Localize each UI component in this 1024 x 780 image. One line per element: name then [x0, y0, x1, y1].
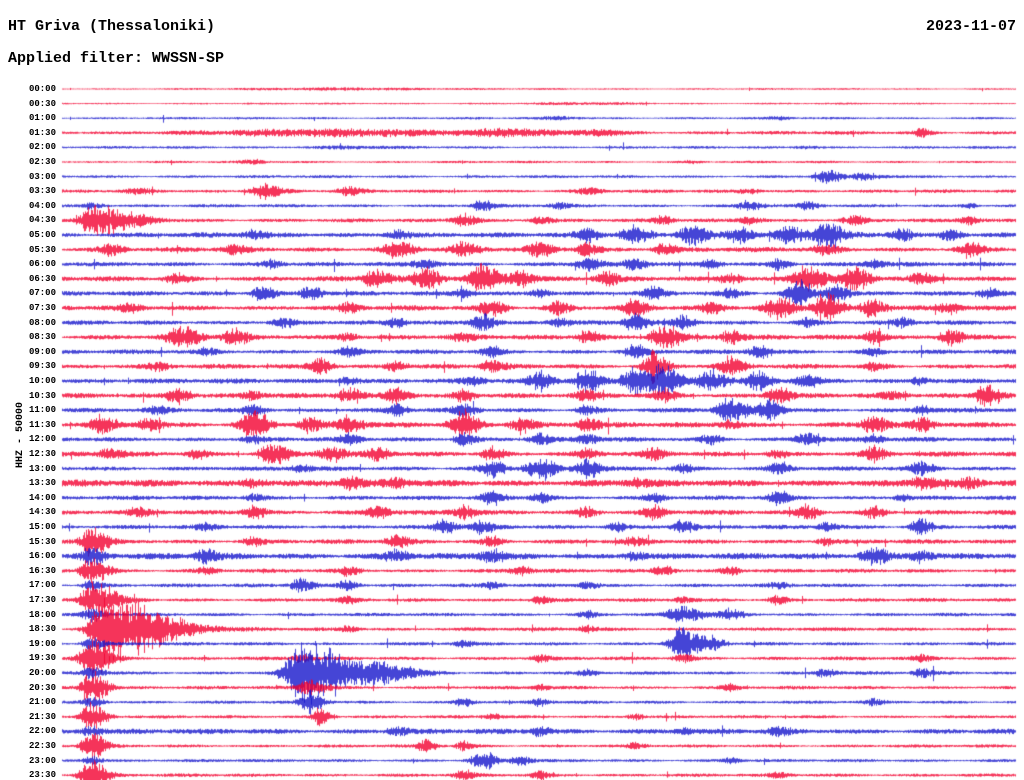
time-label: 16:30 [28, 565, 56, 576]
time-label: 03:30 [28, 186, 56, 197]
time-label: 12:00 [28, 434, 56, 445]
time-label: 11:30 [28, 419, 56, 430]
time-label: 10:00 [28, 376, 56, 386]
time-label: 09:00 [28, 346, 56, 357]
time-label: 00:00 [28, 84, 56, 94]
time-label: 14:30 [28, 507, 56, 518]
time-label: 18:00 [28, 609, 56, 620]
time-label: 00:30 [28, 98, 56, 109]
time-label: 23:30 [28, 770, 56, 780]
time-label: 05:30 [28, 244, 56, 255]
time-label: 21:30 [28, 711, 56, 722]
time-label: 14:00 [28, 492, 56, 503]
station-title: HT Griva (Thessaloniki) [8, 18, 216, 35]
time-label: 07:30 [28, 303, 56, 313]
time-label: 09:30 [28, 361, 56, 372]
time-label: 15:30 [28, 536, 56, 547]
time-label: 08:00 [28, 317, 56, 328]
time-label: 15:00 [28, 522, 56, 532]
time-label: 06:30 [28, 273, 56, 284]
time-label: 02:00 [28, 142, 56, 153]
time-label: 07:00 [28, 288, 56, 299]
time-label: 23:00 [28, 755, 56, 766]
report-date: 2023-11-07 [925, 18, 1016, 35]
time-label: 22:30 [28, 741, 56, 751]
time-label: 03:00 [28, 171, 56, 182]
time-label: 20:00 [28, 668, 56, 678]
time-label: 01:00 [28, 113, 56, 124]
time-label: 22:00 [28, 726, 56, 737]
time-label: 17:00 [28, 580, 56, 591]
time-label: 16:00 [28, 551, 56, 562]
time-label: 19:30 [28, 653, 56, 664]
time-label: 06:00 [28, 259, 56, 270]
time-label: 13:00 [28, 463, 56, 474]
time-label: 04:30 [28, 215, 56, 226]
time-label: 10:30 [28, 390, 56, 401]
time-label: 05:00 [28, 230, 56, 240]
time-label: 20:30 [28, 682, 56, 693]
time-label: 18:30 [28, 624, 56, 635]
time-label: 04:00 [28, 200, 56, 211]
applied-filter-label: Applied filter: WWSSN-SP [8, 50, 225, 67]
time-label: 13:30 [28, 478, 56, 489]
time-label: 08:30 [28, 332, 56, 343]
time-label: 19:00 [28, 638, 56, 649]
time-label: 02:30 [28, 157, 56, 167]
time-label: 12:30 [28, 449, 56, 459]
time-label: 21:00 [28, 697, 56, 708]
time-label: 01:30 [28, 127, 56, 138]
time-label: 17:30 [28, 595, 56, 605]
time-label: 11:00 [28, 405, 56, 416]
